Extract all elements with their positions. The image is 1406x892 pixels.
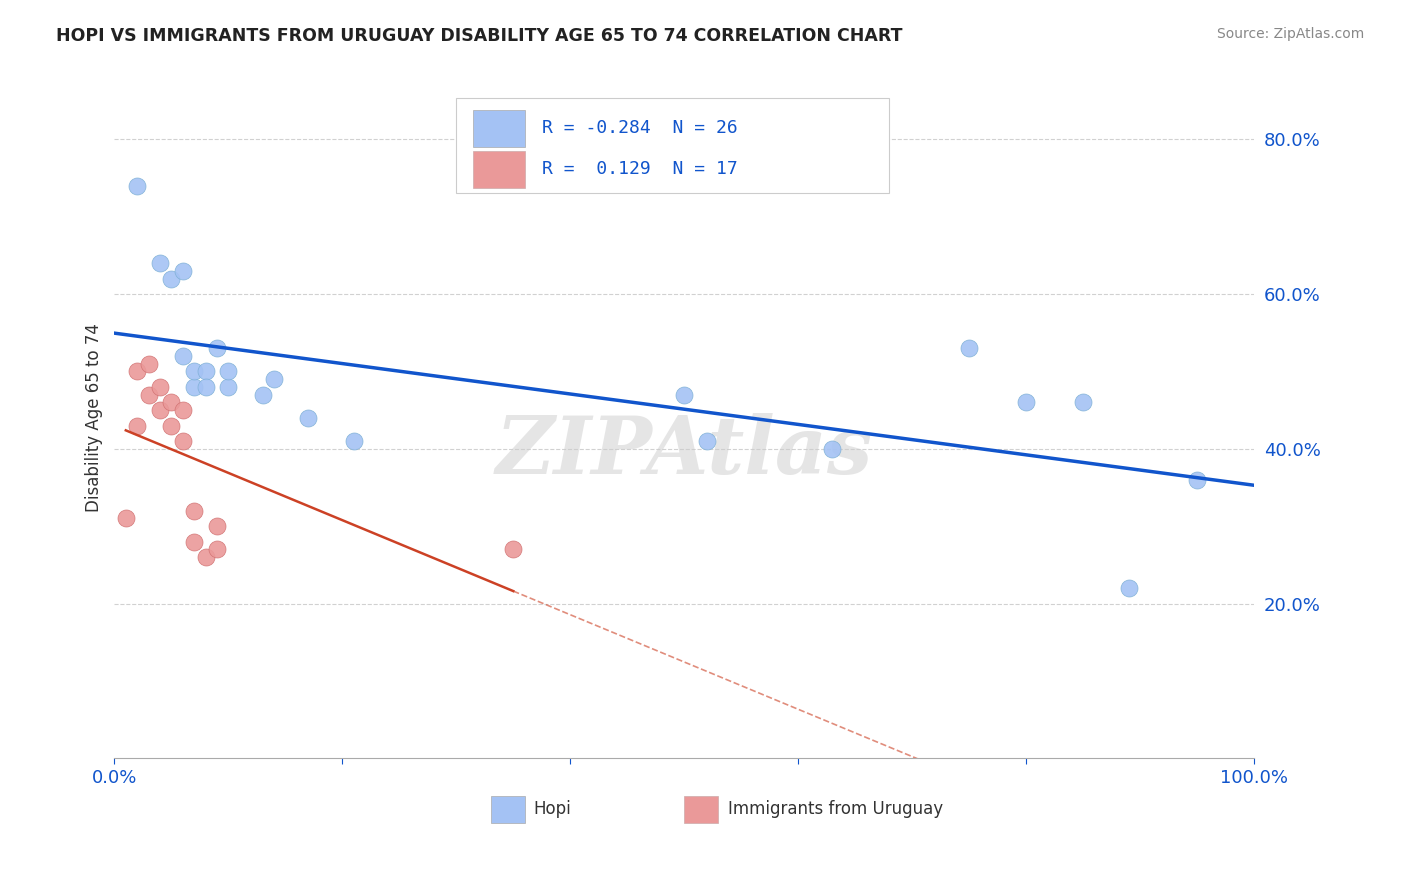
Point	[696, 434, 718, 448]
Point	[172, 434, 194, 448]
Point	[138, 357, 160, 371]
Point	[1015, 395, 1038, 409]
Bar	[685, 796, 718, 823]
Point	[127, 178, 149, 193]
Point	[502, 542, 524, 557]
Y-axis label: Disability Age 65 to 74: Disability Age 65 to 74	[86, 324, 103, 512]
Point	[160, 418, 183, 433]
Point	[183, 534, 205, 549]
Point	[263, 372, 285, 386]
Text: Hopi: Hopi	[534, 800, 572, 818]
Point	[172, 403, 194, 417]
Point	[183, 364, 205, 378]
Point	[1185, 473, 1208, 487]
Point	[217, 364, 239, 378]
Bar	[457, 98, 890, 194]
Point	[194, 550, 217, 565]
Point	[160, 395, 183, 409]
Text: R =  0.129  N = 17: R = 0.129 N = 17	[541, 161, 738, 178]
Point	[127, 364, 149, 378]
Point	[172, 349, 194, 363]
Point	[127, 418, 149, 433]
Point	[673, 387, 696, 401]
Point	[1071, 395, 1094, 409]
Text: HOPI VS IMMIGRANTS FROM URUGUAY DISABILITY AGE 65 TO 74 CORRELATION CHART: HOPI VS IMMIGRANTS FROM URUGUAY DISABILI…	[56, 27, 903, 45]
Point	[194, 380, 217, 394]
Point	[172, 264, 194, 278]
Point	[205, 519, 228, 533]
Point	[149, 380, 172, 394]
Bar	[491, 796, 524, 823]
Point	[183, 380, 205, 394]
Point	[343, 434, 366, 448]
Point	[205, 542, 228, 557]
Bar	[474, 151, 524, 188]
Point	[160, 271, 183, 285]
Text: R = -0.284  N = 26: R = -0.284 N = 26	[541, 120, 738, 137]
Text: Immigrants from Uruguay: Immigrants from Uruguay	[727, 800, 942, 818]
Point	[194, 364, 217, 378]
Text: Source: ZipAtlas.com: Source: ZipAtlas.com	[1216, 27, 1364, 41]
Text: ZIPAtlas: ZIPAtlas	[495, 413, 873, 491]
Point	[183, 504, 205, 518]
Point	[217, 380, 239, 394]
Point	[114, 511, 136, 525]
Point	[252, 387, 274, 401]
Point	[1118, 581, 1140, 595]
Point	[149, 403, 172, 417]
Bar	[474, 110, 524, 147]
Point	[297, 410, 319, 425]
Point	[149, 256, 172, 270]
Point	[957, 341, 980, 355]
Point	[205, 341, 228, 355]
Point	[821, 442, 844, 456]
Point	[138, 387, 160, 401]
